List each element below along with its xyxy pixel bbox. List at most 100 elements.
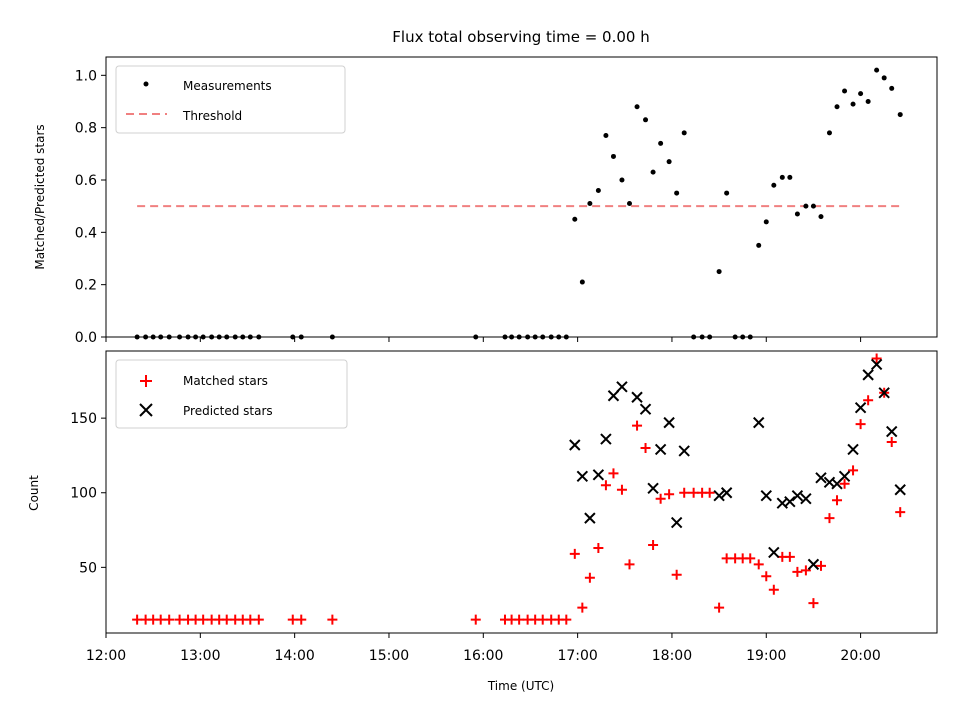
predicted-star-point [791,490,804,502]
measurement-point [858,91,864,97]
predicted-star-point [720,487,733,499]
measurement-point [681,130,687,136]
matched-star-point [616,484,627,495]
matched-star-point [886,437,897,448]
measurement-point [803,203,809,209]
matched-star-point [753,559,764,570]
bottom-x-tick-label: 13:00 [180,648,220,664]
matched-star-point [632,420,643,431]
bottom-legend: Matched stars Predicted stars [115,359,348,429]
matched-star-point [721,553,732,564]
measurement-point [826,130,832,136]
measurement-point [674,190,680,196]
matched-star-point [648,539,659,550]
predicted-star-point [607,390,620,402]
measurement-point [818,214,824,220]
measurement-point [627,201,633,207]
measurement-point [579,279,585,285]
bottom-y-axis-label: Count [27,475,41,511]
legend-matched-marker [140,375,152,387]
measurement-point [842,88,848,94]
matched-star-point [784,551,795,562]
top-legend-box [115,65,346,134]
matched-star-point [855,419,866,430]
measurement-point [881,75,887,81]
predicted-star-point [663,416,675,429]
matched-star-point [155,614,166,625]
measurement-point [724,190,730,196]
measurement-point [643,117,649,123]
measurement-point [756,242,762,248]
matched-star-point [808,598,819,609]
bottom-y-tick-label: 150 [70,411,97,427]
measurement-point [897,112,903,118]
matched-star-point [768,584,779,595]
matched-star-point [824,513,835,524]
matched-star-point [164,614,175,625]
bottom-panel-frame [105,350,938,634]
predicted-star-point [870,358,883,371]
measurement-point [595,187,601,193]
predicted-star-point [713,490,725,502]
legend-predicted-marker [139,403,153,417]
matched-star-point [514,614,525,625]
matched-star-point [664,489,675,500]
legend-predicted-label: Predicted stars [183,404,273,418]
matched-star-point [245,614,256,625]
star-count-points [132,353,906,625]
matched-star-point [296,614,307,625]
measurement-point [794,211,800,217]
bottom-x-tick-label: 16:00 [463,648,503,664]
top-y-tick-label: 0.6 [75,173,97,189]
legend-measurements-marker [143,81,149,87]
predicted-star-point [647,482,659,494]
matched-star-point [287,614,298,625]
predicted-star-point [576,470,589,483]
predicted-star-point [854,401,867,414]
measurement-point [716,269,722,275]
predicted-star-point [670,516,683,529]
bottom-x-tick-label: 14:00 [274,648,314,664]
matched-star-point [593,542,604,553]
matched-star-point [221,614,232,625]
predicted-star-point [815,472,827,484]
top-y-tick-label: 0.2 [75,278,97,294]
top-y-tick-label: 1.0 [75,68,97,84]
legend-threshold-label: Threshold [182,109,242,123]
measurement-point [619,177,625,183]
measurement-point [779,174,785,180]
legend-measurements-label: Measurements [183,79,272,93]
bottom-x-tick-label: 19:00 [746,648,786,664]
predicted-star-point [753,416,765,429]
predicted-star-point [678,445,690,457]
predicted-star-point [862,369,874,381]
measurement-point [658,140,664,146]
matched-star-point [174,614,185,625]
bottom-x-tick-label: 17:00 [557,648,597,664]
bottom-panel-ticks: 12:00 13:00 14:00 15:00 16:00 17:00 18:00 19:00… [70,411,881,664]
measurement-point [603,133,609,139]
measurement-point [666,159,672,165]
measurement-point [850,101,856,107]
matched-star-point [640,442,651,453]
matched-star-point [848,465,859,476]
matched-star-point [895,507,906,518]
predicted-star-point [807,558,820,571]
matched-star-point [600,480,611,491]
matched-star-point [253,614,264,625]
measurement-point [810,203,816,209]
predicted-star-point [784,495,796,508]
predicted-star-point [569,439,581,451]
matched-star-point [792,566,803,577]
matched-star-point [569,548,580,559]
star-count-panel: 12:00 13:00 14:00 15:00 16:00 17:00 18:00 19:00… [27,350,938,693]
bottom-x-tick-label: 20:00 [840,648,880,664]
matched-star-point [584,572,595,583]
measurement-point [865,98,871,104]
bottom-y-tick-label: 50 [79,560,97,576]
matched-star-point [863,395,874,406]
matched-star-point [132,614,143,625]
measurement-point [572,216,578,222]
predicted-star-point [768,546,780,559]
predicted-star-point [639,403,652,415]
